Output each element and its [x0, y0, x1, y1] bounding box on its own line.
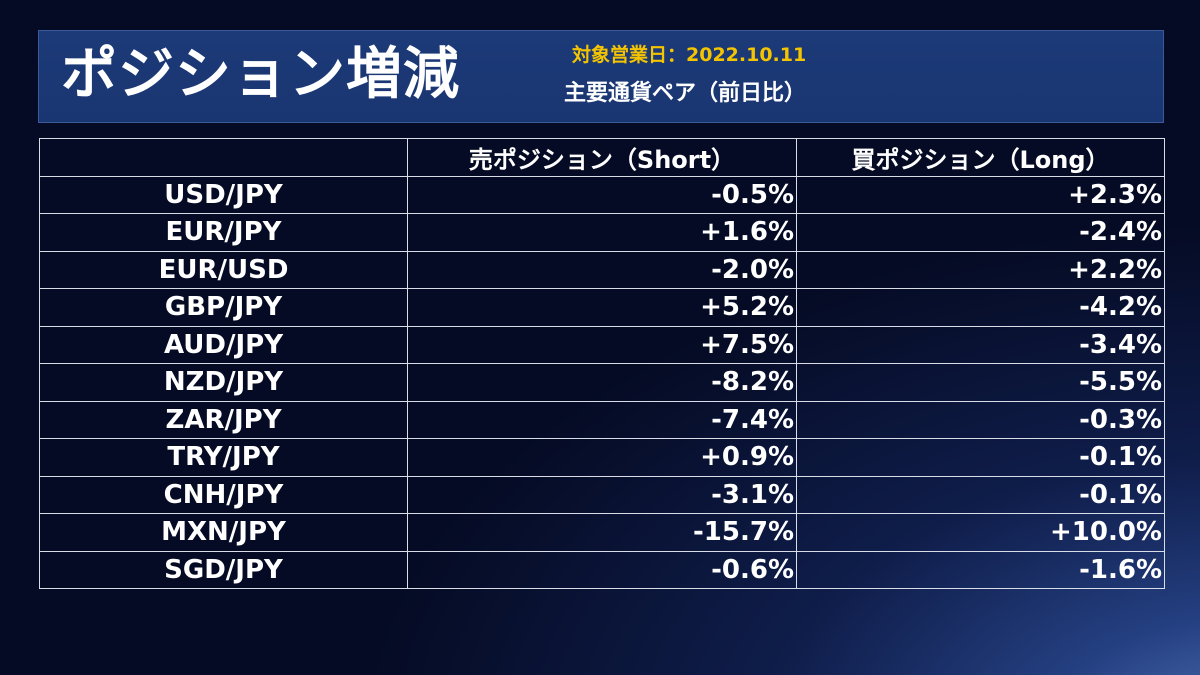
long-change: -1.6%: [796, 550, 1165, 589]
short-change: +0.9%: [407, 438, 797, 477]
long-change: -0.1%: [796, 475, 1165, 514]
currency-pair: USD/JPY: [39, 175, 408, 214]
short-change: -3.1%: [407, 475, 797, 514]
table-row: SGD/JPY -0.6% -1.6%: [39, 550, 1165, 589]
table-row: AUD/JPY +7.5% -3.4%: [39, 325, 1165, 364]
long-change: -2.4%: [796, 213, 1165, 252]
short-change: +7.5%: [407, 325, 797, 364]
currency-pair: SGD/JPY: [39, 550, 408, 589]
long-change: +10.0%: [796, 513, 1165, 552]
table-row: MXN/JPY -15.7% +10.0%: [39, 513, 1165, 552]
table-row: CNH/JPY -3.1% -0.1%: [39, 475, 1165, 514]
table-row: GBP/JPY +5.2% -4.2%: [39, 288, 1165, 327]
currency-pair: GBP/JPY: [39, 288, 408, 327]
table-row: EUR/USD -2.0% +2.2%: [39, 250, 1165, 289]
currency-pair: NZD/JPY: [39, 363, 408, 402]
short-change: -8.2%: [407, 363, 797, 402]
currency-pair: ZAR/JPY: [39, 400, 408, 439]
column-header-short: 売ポジション（Short）: [407, 138, 797, 177]
position-table: 売ポジション（Short） 買ポジション（Long） USD/JPY -0.5%…: [39, 138, 1165, 589]
currency-pair: CNH/JPY: [39, 475, 408, 514]
currency-pair: EUR/USD: [39, 250, 408, 289]
short-change: -0.5%: [407, 175, 797, 214]
short-change: +5.2%: [407, 288, 797, 327]
column-header-long: 買ポジション（Long）: [796, 138, 1165, 177]
currency-pair: MXN/JPY: [39, 513, 408, 552]
currency-pair: TRY/JPY: [39, 438, 408, 477]
table-header-row: 売ポジション（Short） 買ポジション（Long）: [39, 138, 1165, 177]
long-change: -0.1%: [796, 438, 1165, 477]
date-label: 対象営業日：2022.10.11: [572, 44, 807, 66]
subtitle: 主要通貨ペア（前日比）: [564, 81, 807, 106]
table-row: USD/JPY -0.5% +2.3%: [39, 175, 1165, 214]
short-change: -2.0%: [407, 250, 797, 289]
long-change: -5.5%: [796, 363, 1165, 402]
header-bar: ポジション増減 対象営業日：2022.10.11 主要通貨ペア（前日比）: [38, 30, 1164, 123]
short-change: -15.7%: [407, 513, 797, 552]
table-row: TRY/JPY +0.9% -0.1%: [39, 438, 1165, 477]
long-change: -3.4%: [796, 325, 1165, 364]
currency-pair: AUD/JPY: [39, 325, 408, 364]
long-change: +2.3%: [796, 175, 1165, 214]
short-change: +1.6%: [407, 213, 797, 252]
short-change: -7.4%: [407, 400, 797, 439]
currency-pair: EUR/JPY: [39, 213, 408, 252]
page-title: ポジション増減: [61, 42, 460, 107]
long-change: -4.2%: [796, 288, 1165, 327]
table-row: ZAR/JPY -7.4% -0.3%: [39, 400, 1165, 439]
column-header-pair: [39, 138, 408, 177]
long-change: +2.2%: [796, 250, 1165, 289]
table-row: EUR/JPY +1.6% -2.4%: [39, 213, 1165, 252]
short-change: -0.6%: [407, 550, 797, 589]
long-change: -0.3%: [796, 400, 1165, 439]
table-row: NZD/JPY -8.2% -5.5%: [39, 363, 1165, 402]
